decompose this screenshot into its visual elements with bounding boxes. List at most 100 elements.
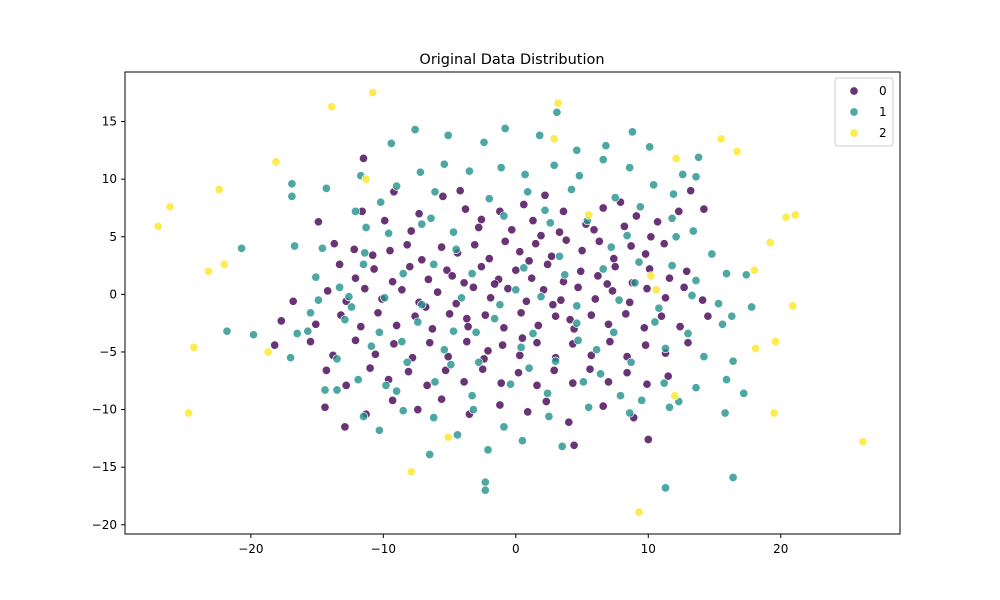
point-series-1 — [361, 222, 371, 233]
point-series-0 — [406, 226, 416, 236]
point-series-0 — [358, 153, 369, 163]
point-series-0 — [536, 231, 546, 241]
point-series-1 — [572, 301, 582, 311]
point-series-0 — [656, 311, 667, 321]
point-series-0 — [663, 371, 673, 381]
point-series-1 — [417, 300, 427, 310]
point-series-1 — [287, 191, 297, 201]
point-series-0 — [356, 322, 366, 332]
point-series-1 — [630, 278, 640, 288]
point-series-2 — [765, 237, 775, 248]
point-series-2 — [219, 259, 229, 269]
point-series-0 — [476, 262, 486, 272]
point-series-0 — [385, 246, 395, 256]
point-series-1 — [248, 330, 259, 340]
point-series-2 — [770, 337, 781, 347]
point-series-1 — [439, 159, 449, 169]
point-series-1 — [290, 241, 300, 251]
point-series-1 — [634, 257, 644, 267]
point-series-2 — [549, 134, 559, 144]
point-series-0 — [496, 378, 506, 388]
point-series-2 — [751, 343, 761, 354]
point-series-0 — [573, 282, 583, 292]
point-series-1 — [237, 243, 247, 253]
points-layer — [153, 88, 868, 517]
point-series-1 — [374, 425, 384, 435]
y-tick-label: 0 — [109, 287, 117, 301]
point-series-1 — [557, 441, 567, 451]
point-series-1 — [691, 275, 701, 286]
point-series-0 — [698, 295, 708, 305]
point-series-1 — [566, 184, 577, 195]
point-series-1 — [606, 242, 616, 252]
point-series-1 — [499, 422, 509, 432]
point-series-2 — [165, 202, 175, 212]
point-series-0 — [556, 295, 566, 305]
point-series-0 — [643, 434, 653, 445]
point-series-1 — [668, 189, 679, 199]
point-series-1 — [637, 395, 647, 405]
point-series-1 — [627, 127, 637, 137]
point-series-1 — [360, 248, 370, 258]
point-series-0 — [524, 256, 534, 266]
point-series-0 — [528, 216, 538, 226]
point-series-0 — [569, 440, 579, 450]
point-series-0 — [626, 241, 636, 251]
point-series-1 — [358, 259, 369, 269]
point-series-0 — [321, 365, 331, 375]
point-series-1 — [511, 285, 521, 295]
point-series-0 — [589, 225, 599, 235]
point-series-1 — [540, 205, 550, 215]
point-series-1 — [430, 377, 440, 387]
point-series-0 — [320, 402, 330, 412]
point-series-0 — [703, 311, 713, 321]
x-tick-label: 0 — [512, 542, 520, 556]
point-series-0 — [503, 284, 513, 294]
point-series-0 — [350, 273, 361, 283]
point-series-0 — [433, 287, 443, 297]
point-series-1 — [346, 302, 357, 312]
point-series-1 — [707, 249, 717, 259]
point-series-0 — [642, 284, 652, 294]
point-series-1 — [415, 167, 425, 177]
point-series-2 — [327, 102, 337, 112]
point-series-0 — [365, 363, 375, 373]
point-series-0 — [370, 349, 380, 359]
point-series-1 — [721, 269, 732, 279]
point-series-1 — [524, 363, 534, 373]
point-series-0 — [686, 186, 696, 196]
point-series-0 — [519, 199, 529, 210]
point-series-0 — [593, 271, 603, 281]
point-series-0 — [368, 250, 378, 260]
point-series-1 — [596, 369, 606, 379]
point-series-1 — [451, 244, 461, 254]
point-series-0 — [660, 293, 671, 303]
point-series-0 — [523, 407, 533, 417]
point-series-1 — [452, 430, 463, 440]
point-series-1 — [292, 328, 302, 339]
point-series-1 — [313, 295, 323, 305]
point-series-0 — [607, 286, 618, 296]
point-series-1 — [654, 303, 664, 313]
point-series-0 — [625, 297, 635, 307]
point-series-1 — [484, 194, 494, 204]
point-series-0 — [441, 365, 451, 375]
point-series-2 — [671, 153, 681, 163]
point-series-1 — [664, 402, 675, 412]
point-series-2 — [749, 265, 759, 275]
y-tick-label: −10 — [92, 403, 117, 417]
point-series-1 — [320, 385, 330, 395]
point-series-2 — [361, 174, 371, 184]
point-series-0 — [480, 310, 490, 320]
point-series-1 — [467, 269, 477, 279]
y-tick-label: −15 — [92, 460, 117, 474]
point-series-0 — [341, 380, 351, 390]
point-series-0 — [674, 206, 684, 216]
point-series-2 — [788, 301, 798, 311]
point-series-0 — [483, 346, 493, 356]
point-series-1 — [380, 293, 390, 303]
point-series-1 — [332, 354, 342, 364]
point-series-0 — [442, 265, 452, 275]
